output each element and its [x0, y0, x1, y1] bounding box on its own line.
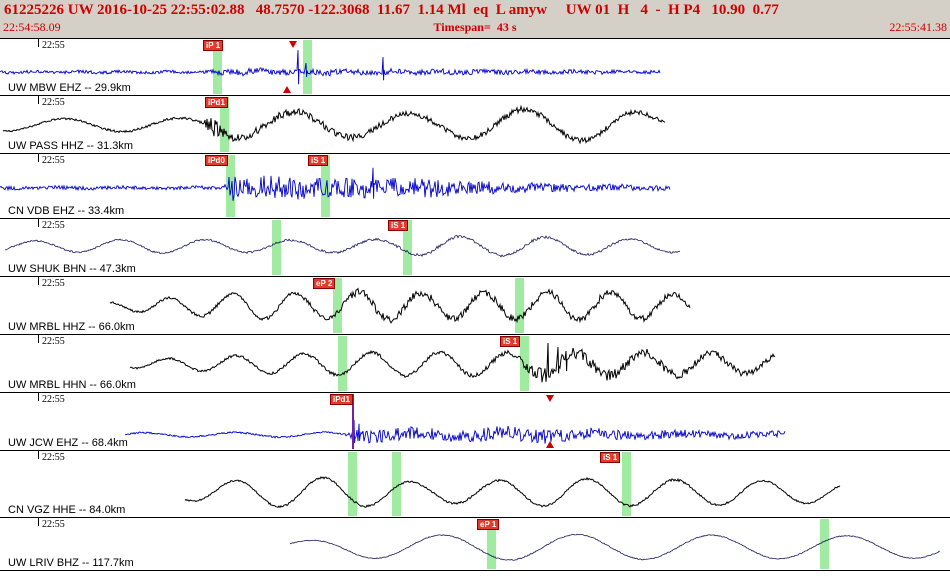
pick-label[interactable]: iPd1	[330, 394, 353, 405]
station-label: CN VDB EHZ -- 33.4km	[8, 205, 125, 217]
pick-label[interactable]: iPd1	[205, 97, 228, 108]
pick-highlight-bar	[403, 220, 412, 275]
timespan-label: Timespan= 43 s	[433, 20, 517, 34]
pick-highlight-bar	[520, 336, 529, 391]
pick-marker-triangle-bottom	[283, 86, 291, 93]
waveform	[0, 50, 661, 85]
pick-highlight-bar	[303, 40, 312, 94]
pick-marker-triangle-bottom	[546, 441, 554, 448]
window-start-time: 22:54:58.09	[3, 20, 61, 34]
minute-tick-label: 22:55	[42, 155, 65, 166]
trace-panel-9[interactable]: eP 1 22:55 UW LRIV BHZ -- 117.7km	[0, 517, 950, 570]
minute-tick-label: 22:55	[42, 220, 65, 231]
station-label: UW MBW EHZ -- 29.9km	[8, 82, 131, 94]
trace-area-bottom-border	[0, 570, 950, 571]
waveform	[129, 342, 776, 383]
pick-time-line	[352, 394, 354, 449]
minute-tick-mark	[38, 39, 39, 47]
window-end-time: 22:55:41.38	[889, 20, 947, 34]
minute-tick-label: 22:55	[42, 336, 65, 347]
minute-tick-label: 22:55	[42, 97, 65, 108]
trace-panel-7[interactable]: iPd1 22:55 UW JCW EHZ -- 68.4km	[0, 392, 950, 450]
pick-highlight-bar	[321, 155, 330, 217]
minute-tick-mark	[38, 335, 39, 343]
trace-panel-2[interactable]: iPd1 22:55 UW PASS HHZ -- 31.3km	[0, 95, 950, 153]
trace-panel-5[interactable]: eP 2 22:55 UW MRBL HHZ -- 66.0km	[0, 276, 950, 334]
minute-tick-label: 22:55	[42, 278, 65, 289]
minute-tick-mark	[38, 393, 39, 401]
station-label: UW LRIV BHZ -- 117.7km	[8, 557, 134, 569]
minute-tick-mark	[38, 219, 39, 227]
pick-label[interactable]: iPd0	[205, 155, 228, 166]
pick-highlight-bar	[220, 97, 229, 152]
trace-panel-8[interactable]: iS 1 22:55 CN VGZ HHE -- 84.0km	[0, 450, 950, 517]
waveform	[2, 104, 666, 145]
header-band: 61225226 UW 2016-10-25 22:55:02.88 48.75…	[0, 0, 950, 38]
pick-label[interactable]: iS 1	[600, 452, 621, 463]
station-label: UW SHUK BHN -- 47.3km	[8, 263, 136, 275]
pick-label[interactable]: eP 1	[477, 519, 500, 530]
pick-highlight-bar	[515, 278, 524, 333]
pick-highlight-bar	[272, 220, 281, 275]
pick-highlight-bar	[333, 278, 342, 333]
minute-tick-mark	[38, 96, 39, 104]
event-summary-line: 61225226 UW 2016-10-25 22:55:02.88 48.75…	[4, 2, 779, 18]
minute-tick-label: 22:55	[42, 452, 65, 463]
station-label: CN VGZ HHE -- 84.0km	[8, 504, 126, 516]
pick-highlight-bar	[622, 452, 631, 516]
minute-tick-mark	[38, 451, 39, 459]
waveform	[184, 476, 841, 509]
station-label: UW PASS HHZ -- 31.3km	[8, 140, 134, 152]
pick-marker-triangle-top	[289, 41, 297, 48]
pick-highlight-bar	[487, 519, 496, 569]
waveform	[124, 419, 786, 444]
minute-tick-label: 22:55	[42, 40, 65, 51]
minute-tick-mark	[38, 277, 39, 285]
minute-tick-label: 22:55	[42, 519, 65, 530]
minute-tick-label: 22:55	[42, 394, 65, 405]
pick-highlight-bar	[392, 452, 401, 516]
waveform	[0, 167, 671, 201]
subheader-row: 22:54:58.09 Timespan= 43 s 22:55:41.38	[0, 20, 950, 36]
pick-highlight-bar	[213, 40, 222, 94]
pick-label[interactable]: iP 1	[203, 40, 224, 51]
trace-panel-4[interactable]: iS 1 22:55 UW SHUK BHN -- 47.3km	[0, 218, 950, 276]
pick-highlight-bar	[820, 519, 829, 569]
pick-label[interactable]: iS 1	[308, 155, 329, 166]
waveform	[109, 287, 691, 324]
minute-tick-mark	[38, 154, 39, 162]
station-label: UW MRBL HHN -- 66.0km	[8, 379, 136, 391]
pick-label[interactable]: eP 2	[313, 278, 336, 289]
minute-tick-mark	[38, 518, 39, 526]
station-label: UW MRBL HHZ -- 66.0km	[8, 321, 135, 333]
pick-highlight-bar	[226, 155, 235, 217]
pick-highlight-bar	[348, 452, 357, 516]
trace-panel-1[interactable]: iP 1 22:55 UW MBW EHZ -- 29.9km	[0, 38, 950, 95]
pick-label[interactable]: iS 1	[500, 336, 521, 347]
pick-label[interactable]: iS 1	[388, 220, 409, 231]
pick-highlight-bar	[338, 336, 347, 391]
station-label: UW JCW EHZ -- 68.4km	[8, 437, 128, 449]
waveform	[4, 235, 680, 258]
pick-marker-triangle-top	[546, 395, 554, 402]
trace-panel-6[interactable]: iS 1 22:55 UW MRBL HHN -- 66.0km	[0, 334, 950, 392]
trace-panel-3[interactable]: iPd0 iS 1 22:55 CN VDB EHZ -- 33.4km	[0, 153, 950, 218]
waveform	[289, 533, 941, 561]
